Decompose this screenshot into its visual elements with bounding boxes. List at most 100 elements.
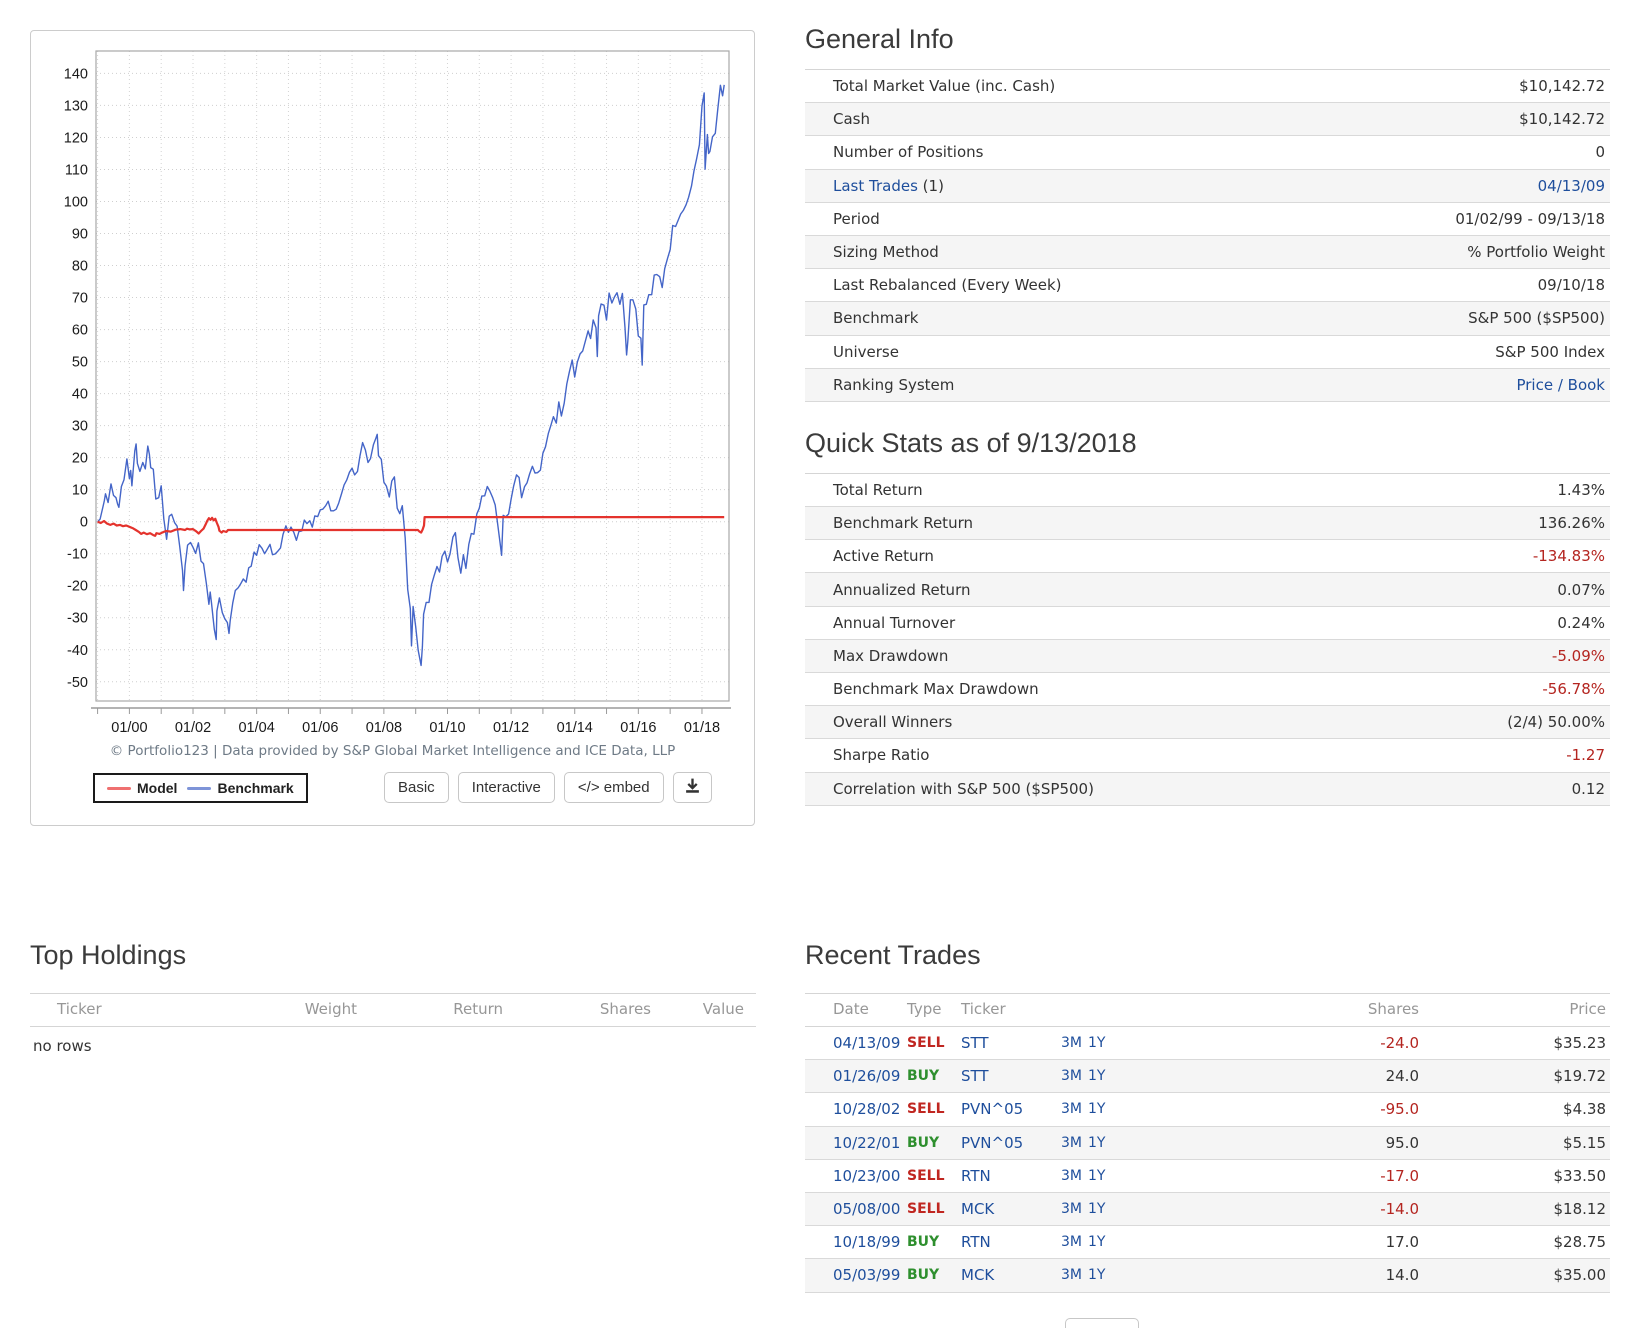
trade-ticker[interactable]: PVN^05 bbox=[961, 1133, 1024, 1152]
model-line-swatch bbox=[107, 786, 131, 790]
svg-text:01/08: 01/08 bbox=[366, 720, 402, 736]
trade-link-3m[interactable]: 3M bbox=[1061, 1101, 1082, 1118]
general-info-label: Cash bbox=[833, 110, 870, 129]
general-info-value[interactable]: Price / Book bbox=[1516, 375, 1605, 394]
recent-trades-title: Recent Trades bbox=[805, 940, 981, 970]
trade-shares: -95.0 bbox=[1380, 1100, 1419, 1119]
trade-price: $4.38 bbox=[1563, 1100, 1606, 1119]
general-info-row: Cash $10,142.72 bbox=[805, 103, 1610, 137]
trade-price: $5.15 bbox=[1563, 1133, 1606, 1152]
general-info-value: 0 bbox=[1595, 143, 1605, 162]
trade-chart-links: 3M 1Y bbox=[1061, 1234, 1181, 1250]
trade-ticker[interactable]: RTN bbox=[961, 1233, 991, 1252]
quick-stat-value: -1.27 bbox=[1566, 746, 1605, 765]
trade-date[interactable]: 10/18/99 bbox=[833, 1233, 901, 1252]
interactive-button[interactable]: Interactive bbox=[457, 772, 555, 803]
general-info-value: $10,142.72 bbox=[1519, 110, 1605, 129]
quick-stats-title: Quick Stats as of 9/13/2018 bbox=[805, 427, 1137, 458]
trade-link-1y[interactable]: 1Y bbox=[1088, 1035, 1106, 1052]
basic-button[interactable]: Basic bbox=[384, 772, 449, 803]
quick-stat-label: Sharpe Ratio bbox=[833, 746, 930, 765]
quick-stat-label: Annual Turnover bbox=[833, 613, 956, 632]
legend-item-model: Model bbox=[107, 780, 177, 796]
general-info-label: Last Trades (1) bbox=[833, 176, 944, 195]
trade-link-1y[interactable]: 1Y bbox=[1088, 1167, 1106, 1184]
trade-price: $19.72 bbox=[1553, 1067, 1607, 1086]
trade-ticker[interactable]: STT bbox=[961, 1034, 989, 1053]
svg-text:120: 120 bbox=[64, 130, 88, 146]
download-button[interactable] bbox=[672, 772, 712, 803]
general-info-label-link[interactable]: Last Trades bbox=[833, 176, 918, 195]
quick-stat-label: Active Return bbox=[833, 547, 934, 566]
trade-row: 01/26/09 BUY STT 3M 1Y 24.0 $19.72 bbox=[805, 1060, 1610, 1094]
holdings-col-shares: Shares bbox=[599, 1000, 651, 1018]
trade-date[interactable]: 05/03/99 bbox=[833, 1266, 901, 1285]
general-info-value[interactable]: 04/13/09 bbox=[1537, 176, 1605, 195]
trade-link-1y[interactable]: 1Y bbox=[1088, 1201, 1106, 1218]
trade-price: $35.23 bbox=[1553, 1034, 1607, 1053]
trade-row: 05/08/00 SELL MCK 3M 1Y -14.0 $18.12 bbox=[805, 1192, 1610, 1227]
quick-stat-label: Overall Winners bbox=[833, 713, 953, 732]
svg-text:50: 50 bbox=[72, 355, 88, 371]
svg-text:30: 30 bbox=[72, 419, 88, 435]
trade-ticker[interactable]: MCK bbox=[961, 1200, 995, 1219]
trade-link-3m[interactable]: 3M bbox=[1061, 1234, 1082, 1251]
trade-link-3m[interactable]: 3M bbox=[1061, 1267, 1082, 1284]
svg-text:01/18: 01/18 bbox=[684, 720, 720, 736]
svg-text:01/16: 01/16 bbox=[620, 720, 656, 736]
general-info-row: Universe S&P 500 Index bbox=[805, 336, 1610, 369]
svg-text:01/10: 01/10 bbox=[429, 720, 465, 736]
trade-link-1y[interactable]: 1Y bbox=[1088, 1134, 1106, 1151]
trade-date[interactable]: 04/13/09 bbox=[833, 1034, 901, 1053]
recent-trades-header: Date Type Ticker Shares Price bbox=[805, 993, 1610, 1027]
download-icon bbox=[684, 777, 701, 798]
trade-ticker[interactable]: MCK bbox=[961, 1266, 995, 1285]
trade-ticker[interactable]: PVN^05 bbox=[961, 1100, 1024, 1119]
svg-text:0: 0 bbox=[80, 515, 88, 531]
trade-row: 10/23/00 SELL RTN 3M 1Y -17.0 $33.50 bbox=[805, 1160, 1610, 1193]
top-holdings-header: Ticker Weight Return Shares Value bbox=[30, 993, 756, 1027]
quick-stat-value: (2/4) 50.00% bbox=[1507, 713, 1605, 732]
legend-label: Model bbox=[137, 780, 178, 796]
svg-text:80: 80 bbox=[72, 259, 88, 275]
performance-chart: -50 -40 -30 -20 -10 0 10 20 30 40 50 60 70 80 90 100 110… bbox=[64, 50, 731, 736]
quick-stat-value: 0.07% bbox=[1557, 580, 1605, 599]
svg-text:10: 10 bbox=[72, 483, 88, 499]
trade-ticker[interactable]: STT bbox=[961, 1067, 989, 1086]
top-holdings-section: Top Holdings Ticker Weight Return Shares Val… bbox=[30, 940, 756, 1065]
performance-chart-panel: -50 -40 -30 -20 -10 0 10 20 30 40 50 60 70 80 90 100 110… bbox=[30, 30, 755, 826]
svg-text:70: 70 bbox=[72, 291, 88, 307]
general-info-label: Ranking System bbox=[833, 375, 955, 394]
trade-chart-links: 3M 1Y bbox=[1061, 1068, 1181, 1084]
trade-date[interactable]: 01/26/09 bbox=[833, 1067, 901, 1086]
trade-link-1y[interactable]: 1Y bbox=[1088, 1234, 1106, 1251]
quick-stat-row: Sharpe Ratio -1.27 bbox=[805, 739, 1610, 773]
trade-link-1y[interactable]: 1Y bbox=[1088, 1267, 1106, 1284]
general-info-value: S&P 500 ($SP500) bbox=[1468, 309, 1605, 328]
trade-shares: -14.0 bbox=[1380, 1200, 1419, 1219]
trade-link-3m[interactable]: 3M bbox=[1061, 1167, 1082, 1184]
trade-link-1y[interactable]: 1Y bbox=[1088, 1068, 1106, 1085]
trade-type: SELL bbox=[907, 1201, 945, 1218]
quick-stat-label: Correlation with S&P 500 ($SP500) bbox=[833, 779, 1094, 798]
trade-link-3m[interactable]: 3M bbox=[1061, 1134, 1082, 1151]
general-info-label: Total Market Value (inc. Cash) bbox=[833, 77, 1056, 96]
trade-date[interactable]: 05/08/00 bbox=[833, 1200, 901, 1219]
trade-date[interactable]: 10/23/00 bbox=[833, 1166, 901, 1185]
trade-link-3m[interactable]: 3M bbox=[1061, 1035, 1082, 1052]
svg-text:-40: -40 bbox=[67, 643, 88, 659]
embed-button[interactable]: </> embed bbox=[563, 772, 664, 803]
trade-link-1y[interactable]: 1Y bbox=[1088, 1101, 1106, 1118]
trade-chart-links: 3M 1Y bbox=[1061, 1135, 1181, 1151]
trade-date[interactable]: 10/22/01 bbox=[833, 1133, 901, 1152]
trade-link-3m[interactable]: 3M bbox=[1061, 1068, 1082, 1085]
show-more-trades-button[interactable] bbox=[1065, 1318, 1139, 1328]
trade-date[interactable]: 10/28/02 bbox=[833, 1100, 901, 1119]
trade-ticker[interactable]: RTN bbox=[961, 1166, 991, 1185]
general-info-label: Last Rebalanced (Every Week) bbox=[833, 276, 1062, 295]
holdings-col-weight: Weight bbox=[304, 1000, 357, 1018]
trade-link-3m[interactable]: 3M bbox=[1061, 1201, 1082, 1218]
svg-text:140: 140 bbox=[64, 66, 88, 82]
quick-stat-value: -5.09% bbox=[1551, 646, 1605, 665]
svg-text:20: 20 bbox=[72, 451, 88, 467]
